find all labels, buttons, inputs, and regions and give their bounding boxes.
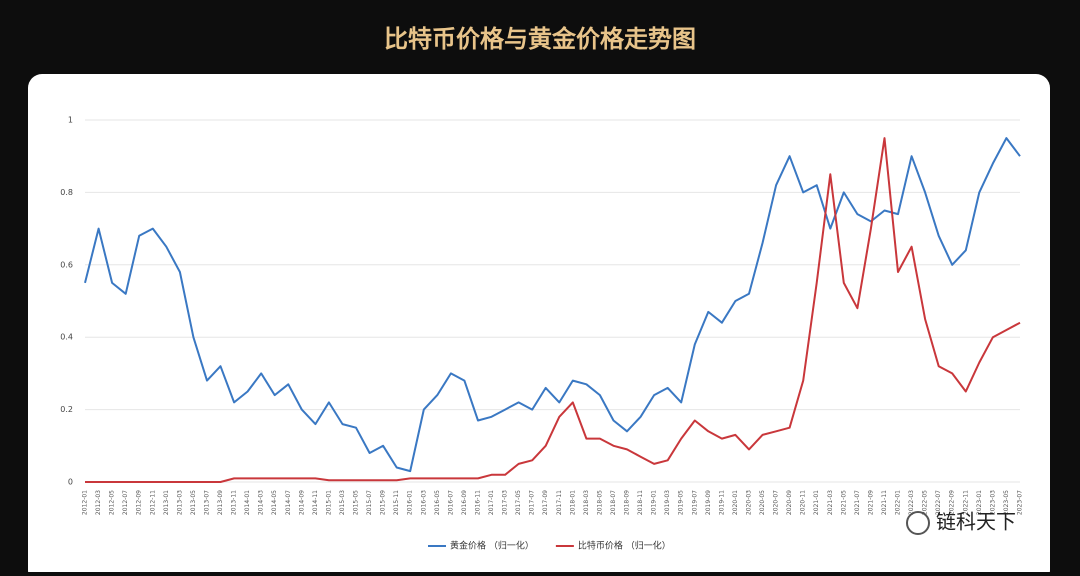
x-tick-label: 2021-07 <box>854 490 861 515</box>
watermark-icon <box>906 511 930 535</box>
panel <box>28 74 1050 576</box>
x-tick-label: 2014-05 <box>271 490 278 515</box>
x-tick-label: 2017-11 <box>556 490 563 515</box>
chart-title: 比特币价格与黄金价格走势图 <box>384 25 696 53</box>
y-tick-label: 0.2 <box>60 405 73 414</box>
x-tick-label: 2020-07 <box>773 490 780 515</box>
x-tick-label: 2018-11 <box>637 490 644 515</box>
y-tick-label: 0.4 <box>60 333 73 342</box>
x-tick-label: 2022-11 <box>962 490 969 515</box>
watermark: 链科天下 <box>936 510 1016 534</box>
x-tick-label: 2016-01 <box>407 490 414 515</box>
x-tick-label: 2021-11 <box>881 490 888 515</box>
x-tick-label: 2022-05 <box>922 490 929 515</box>
x-tick-label: 2017-09 <box>542 490 549 515</box>
x-tick-label: 2013-01 <box>163 490 170 515</box>
x-tick-label: 2018-01 <box>569 490 576 515</box>
x-tick-label: 2013-09 <box>217 490 224 515</box>
x-tick-label: 2012-11 <box>149 490 156 515</box>
x-tick-label: 2017-05 <box>515 490 522 515</box>
x-tick-label: 2016-11 <box>474 490 481 515</box>
x-tick-label: 2016-09 <box>461 490 468 515</box>
x-tick-label: 2015-01 <box>325 490 332 515</box>
x-tick-label: 2016-07 <box>447 490 454 515</box>
x-tick-label: 2019-03 <box>664 490 671 515</box>
x-tick-label: 2013-03 <box>176 490 183 515</box>
x-tick-label: 2022-09 <box>949 490 956 515</box>
x-tick-label: 2014-03 <box>258 490 265 515</box>
x-tick-label: 2019-07 <box>691 490 698 515</box>
x-tick-label: 2022-07 <box>935 490 942 515</box>
x-tick-label: 2013-11 <box>231 490 238 515</box>
x-tick-label: 2020-09 <box>786 490 793 515</box>
x-tick-label: 2023-07 <box>1017 490 1024 515</box>
x-tick-label: 2022-03 <box>908 490 915 515</box>
x-tick-label: 2016-03 <box>420 490 427 515</box>
x-tick-label: 2014-11 <box>312 490 319 515</box>
x-tick-label: 2017-03 <box>502 490 509 515</box>
line-series <box>85 137 1021 483</box>
x-tick-label: 2012-05 <box>109 490 116 515</box>
x-tick-label: 2021-01 <box>813 490 820 515</box>
legend-label: 比特币价格 （归一化） <box>578 540 671 552</box>
x-tick-label: 2021-03 <box>827 490 834 515</box>
x-tick-label: 2022-01 <box>895 490 902 515</box>
y-tick-label: 0.8 <box>60 188 73 197</box>
x-tick-label: 2018-03 <box>583 490 590 515</box>
legend-label: 黄金价格 （归一化） <box>450 540 534 552</box>
x-tick-label: 2013-05 <box>190 490 197 515</box>
y-tick-label: 0.6 <box>60 260 73 269</box>
x-tick-label: 2020-05 <box>759 490 766 515</box>
x-tick-label: 2017-07 <box>529 490 536 515</box>
x-tick-label: 2018-09 <box>624 490 631 515</box>
x-tick-label: 2012-01 <box>82 490 89 515</box>
x-tick-label: 2023-01 <box>976 490 983 515</box>
x-tick-label: 2020-11 <box>800 490 807 515</box>
y-tick-label: 1 <box>68 116 73 125</box>
x-tick-label: 2014-01 <box>244 490 251 515</box>
x-tick-label: 2019-05 <box>678 490 685 515</box>
plot: 0 0.2 0.4 0.6 0.8 1 2012-01 2012-03 2012-05 2012-… <box>60 116 1023 552</box>
line-series <box>84 137 1021 473</box>
x-tick-label: 2012-09 <box>136 490 143 515</box>
x-tick-label: 2013-07 <box>203 490 210 515</box>
x-tick-label: 2018-05 <box>596 490 603 515</box>
x-tick-label: 2020-03 <box>745 490 752 515</box>
x-tick-label: 2015-03 <box>339 490 346 515</box>
x-tick-label: 2018-07 <box>610 490 617 515</box>
x-tick-label: 2021-05 <box>840 490 847 515</box>
x-tick-label: 2012-07 <box>122 490 129 515</box>
x-tick-label: 2012-03 <box>95 490 102 515</box>
x-tick-label: 2019-11 <box>718 490 725 515</box>
x-tick-label: 2014-09 <box>298 490 305 515</box>
x-tick-label: 2020-01 <box>732 490 739 515</box>
x-tick-label: 2015-07 <box>366 490 373 515</box>
y-tick-label: 0 <box>68 478 73 487</box>
x-tick-label: 2023-03 <box>989 490 996 515</box>
x-tick-label: 2019-01 <box>651 490 658 515</box>
x-tick-label: 2023-05 <box>1003 490 1010 515</box>
x-tick-label: 2021-09 <box>867 490 874 515</box>
x-tick-label: 2016-05 <box>434 490 441 515</box>
x-tick-label: 2015-05 <box>353 490 360 515</box>
x-tick-label: 2019-09 <box>705 490 712 515</box>
x-tick-label: 2017-01 <box>488 490 495 515</box>
x-tick-label: 2014-07 <box>285 490 292 515</box>
x-tick-label: 2015-11 <box>393 490 400 515</box>
x-tick-label: 2015-09 <box>380 490 387 515</box>
